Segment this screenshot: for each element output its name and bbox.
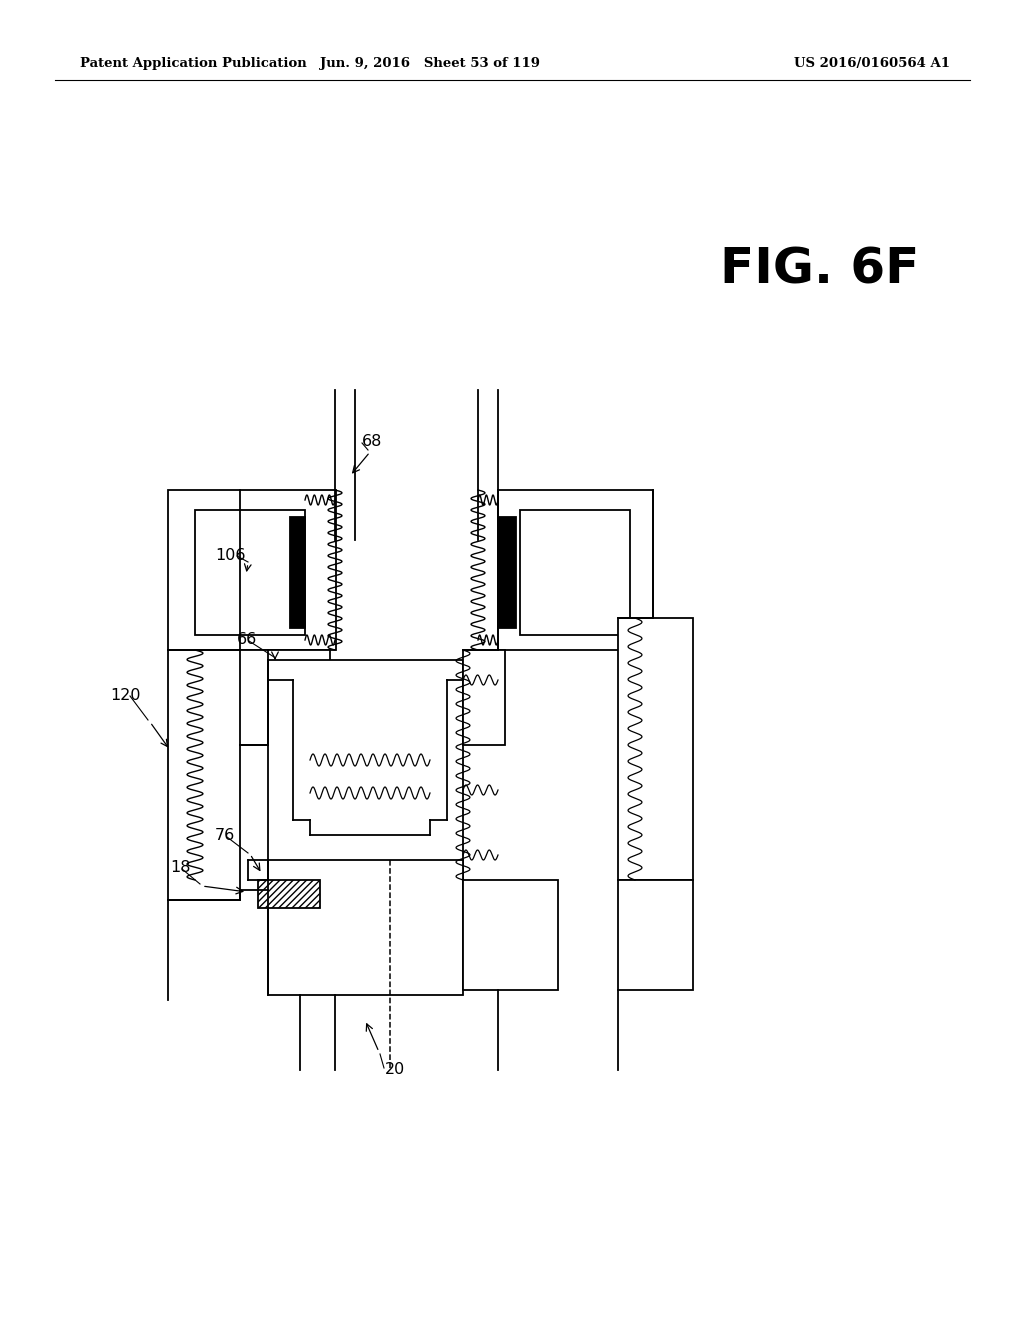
- Text: Patent Application Publication: Patent Application Publication: [80, 57, 307, 70]
- Bar: [498, 517, 516, 628]
- Bar: [195, 510, 305, 635]
- Bar: [618, 618, 693, 880]
- Text: 20: 20: [385, 1063, 406, 1077]
- Bar: [290, 517, 305, 628]
- Text: 18: 18: [170, 861, 190, 875]
- Bar: [240, 649, 330, 744]
- Text: 106: 106: [215, 548, 246, 562]
- Text: FIG. 6F: FIG. 6F: [720, 246, 920, 294]
- Bar: [268, 861, 463, 995]
- Text: Jun. 9, 2016   Sheet 53 of 119: Jun. 9, 2016 Sheet 53 of 119: [319, 57, 540, 70]
- Text: 76: 76: [215, 829, 236, 843]
- Bar: [498, 490, 653, 649]
- Bar: [258, 880, 319, 908]
- Text: 66: 66: [237, 632, 257, 648]
- Text: 120: 120: [110, 688, 140, 702]
- Bar: [618, 880, 693, 990]
- Bar: [268, 660, 463, 890]
- Bar: [168, 490, 336, 649]
- Bar: [520, 510, 630, 635]
- Bar: [463, 649, 505, 744]
- Text: 68: 68: [362, 434, 382, 450]
- Bar: [463, 880, 558, 990]
- Text: US 2016/0160564 A1: US 2016/0160564 A1: [794, 57, 950, 70]
